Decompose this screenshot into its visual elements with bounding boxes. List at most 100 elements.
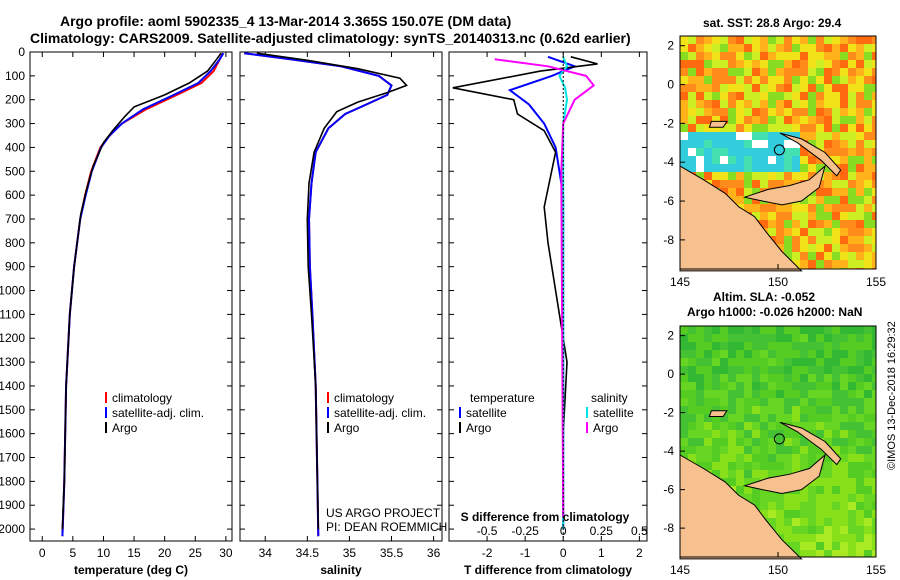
map-cell	[728, 350, 736, 358]
map-cell	[728, 438, 736, 446]
map-cell	[776, 406, 784, 414]
map-cell	[856, 236, 864, 244]
y-tick-label: 900	[5, 260, 25, 274]
map-cell	[736, 374, 744, 382]
map-cell	[744, 454, 752, 462]
map-cell	[824, 478, 832, 486]
map-cell	[856, 252, 864, 260]
x-axis-label: T difference from climatology	[464, 563, 632, 577]
map-cell	[848, 406, 856, 414]
map-cell	[680, 84, 688, 92]
map-cell	[752, 36, 760, 44]
map-cell	[800, 438, 808, 446]
map-cell	[736, 196, 744, 204]
map-cell	[768, 180, 776, 188]
map-cell	[736, 438, 744, 446]
map-cell	[712, 342, 720, 350]
map-cell	[832, 382, 840, 390]
map-cell	[784, 326, 792, 334]
land-manus	[708, 120, 728, 128]
map-cell	[712, 148, 720, 156]
map-cell	[808, 76, 816, 84]
map-cell	[816, 534, 824, 542]
map-cell	[864, 486, 872, 494]
map-cell	[696, 406, 704, 414]
map-cell	[760, 220, 768, 228]
map-cell	[824, 398, 832, 406]
map-cell	[720, 326, 728, 334]
map-cell	[688, 422, 696, 430]
map-cell	[760, 470, 768, 478]
map-cell	[872, 374, 876, 382]
map-cell	[808, 212, 816, 220]
map-cell	[784, 430, 792, 438]
map-cell	[832, 44, 840, 52]
map-cell	[856, 188, 864, 196]
x-tick-label: 10	[97, 546, 111, 560]
map-cell	[816, 260, 824, 268]
map-cell	[792, 398, 800, 406]
map-cell	[816, 342, 824, 350]
map-cell	[728, 100, 736, 108]
map-cell	[744, 382, 752, 390]
map-cell	[728, 60, 736, 68]
map-cell	[768, 140, 776, 148]
map-cell	[792, 454, 800, 462]
map-cell	[696, 422, 704, 430]
map-cell	[840, 60, 848, 68]
map-cell	[856, 334, 864, 342]
map-cell	[744, 406, 752, 414]
map-cell	[856, 446, 864, 454]
map-cell	[848, 430, 856, 438]
map-cell	[832, 212, 840, 220]
map-cell	[808, 52, 816, 60]
map-cell	[872, 334, 876, 342]
map-cell	[704, 454, 712, 462]
map-cell	[704, 374, 712, 382]
map-cell	[800, 358, 808, 366]
map-cell	[704, 116, 712, 124]
map-cell	[864, 350, 872, 358]
map-cell	[872, 422, 876, 430]
map-cell	[832, 132, 840, 140]
map-cell	[736, 454, 744, 462]
map-cell	[784, 140, 792, 148]
map-cell	[824, 260, 832, 268]
map-cell	[872, 358, 876, 366]
map-cell	[784, 390, 792, 398]
map-cell	[768, 494, 776, 502]
x-tick-label: 1	[598, 546, 605, 560]
map-cell	[848, 486, 856, 494]
map-cell	[728, 84, 736, 92]
map-cell	[824, 526, 832, 534]
map-cell	[824, 140, 832, 148]
map-cell	[680, 108, 688, 116]
map-cell	[872, 132, 876, 140]
map-cell	[800, 502, 808, 510]
map-y-tick-label: -8	[663, 521, 674, 535]
map-cell	[712, 108, 720, 116]
map-cell	[872, 124, 876, 132]
map-cell	[800, 148, 808, 156]
map-cell	[808, 100, 816, 108]
map-cell	[816, 92, 824, 100]
map-cell	[816, 100, 824, 108]
map-cell	[832, 366, 840, 374]
map-cell	[720, 382, 728, 390]
map-cell	[856, 518, 864, 526]
map-y-tick-label: -8	[663, 233, 674, 247]
map-cell	[712, 326, 720, 334]
map-cell	[816, 36, 824, 44]
map-cell	[848, 228, 856, 236]
map-cell	[816, 350, 824, 358]
map-cell	[768, 44, 776, 52]
map-cell	[800, 398, 808, 406]
x-tick-label: 34	[259, 546, 273, 560]
map-cell	[736, 140, 744, 148]
map-cell	[792, 156, 800, 164]
map-cell	[712, 68, 720, 76]
series-line-t-satellite	[507, 55, 578, 530]
map-cell	[808, 326, 816, 334]
y-tick-label: 1800	[0, 474, 25, 488]
map-cell	[760, 350, 768, 358]
